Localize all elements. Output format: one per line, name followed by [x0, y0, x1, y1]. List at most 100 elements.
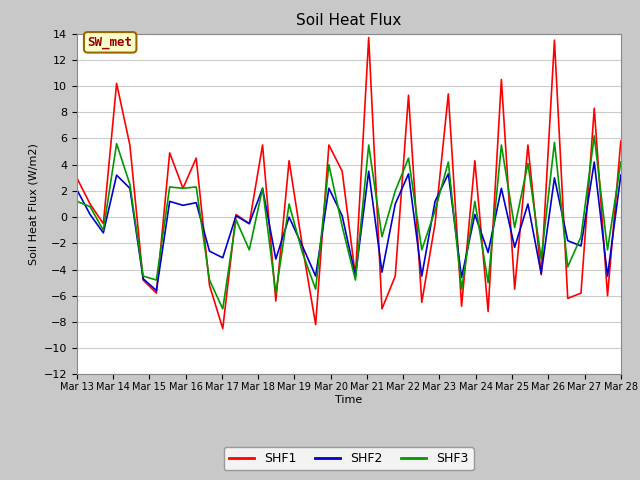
SHF1	[604, 293, 611, 299]
SHF3	[564, 264, 572, 270]
SHF2	[471, 212, 479, 217]
SHF3	[550, 140, 558, 145]
SHF2	[484, 250, 492, 255]
SHF1	[431, 221, 439, 227]
SHF2	[179, 203, 187, 208]
SHF2	[259, 185, 266, 191]
Legend: SHF1, SHF2, SHF3: SHF1, SHF2, SHF3	[224, 447, 474, 470]
SHF1	[484, 309, 492, 314]
SHF3	[205, 277, 213, 283]
SHF1	[577, 290, 585, 296]
Title: Soil Heat Flux: Soil Heat Flux	[296, 13, 401, 28]
SHF1	[458, 303, 465, 309]
SHF2	[339, 213, 346, 219]
Text: SW_met: SW_met	[88, 36, 132, 49]
SHF1	[538, 272, 545, 277]
SHF2	[617, 172, 625, 178]
SHF2	[246, 221, 253, 227]
SHF3	[538, 256, 545, 262]
SHF3	[193, 184, 200, 190]
SHF3	[458, 286, 465, 292]
SHF3	[298, 250, 306, 255]
SHF1	[351, 273, 359, 279]
SHF3	[73, 199, 81, 204]
SHF2	[272, 256, 280, 262]
SHF1	[152, 290, 160, 296]
SHF3	[577, 234, 585, 240]
SHF1	[325, 142, 333, 148]
SHF3	[392, 188, 399, 194]
SHF1	[166, 150, 173, 156]
SHF3	[524, 160, 532, 166]
SHF1	[392, 273, 399, 279]
SHF1	[511, 286, 518, 292]
SHF1	[524, 142, 532, 148]
SHF3	[246, 247, 253, 253]
SHF1	[285, 158, 293, 164]
SHF2	[392, 201, 399, 207]
SHF1	[404, 92, 412, 98]
SHF2	[298, 243, 306, 249]
SHF2	[166, 199, 173, 204]
SHF2	[431, 199, 439, 204]
SHF1	[471, 158, 479, 164]
SHF1	[312, 322, 319, 327]
SHF1	[418, 300, 426, 305]
SHF3	[272, 290, 280, 296]
SHF2	[577, 243, 585, 249]
Line: SHF3: SHF3	[77, 136, 621, 309]
SHF2	[99, 230, 107, 236]
SHF2	[418, 273, 426, 279]
SHF2	[152, 288, 160, 293]
SHF3	[378, 234, 386, 240]
SHF2	[219, 255, 227, 261]
SHF2	[538, 271, 545, 276]
SHF1	[550, 37, 558, 43]
SHF2	[604, 273, 611, 279]
SHF3	[604, 247, 611, 253]
SHF3	[166, 184, 173, 190]
SHF3	[617, 159, 625, 165]
SHF3	[351, 277, 359, 283]
SHF2	[232, 213, 240, 219]
SHF2	[458, 275, 465, 280]
SHF1	[365, 35, 372, 40]
SHF2	[564, 238, 572, 243]
SHF1	[73, 175, 81, 180]
SHF3	[418, 247, 426, 253]
SHF1	[497, 77, 505, 83]
SHF1	[272, 298, 280, 304]
SHF1	[113, 81, 120, 86]
SHF3	[232, 217, 240, 223]
SHF2	[193, 200, 200, 205]
SHF2	[444, 171, 452, 177]
SHF2	[73, 187, 81, 192]
SHF3	[511, 225, 518, 230]
SHF2	[497, 185, 505, 191]
SHF1	[246, 221, 253, 227]
Line: SHF2: SHF2	[77, 162, 621, 290]
SHF2	[126, 185, 134, 191]
SHF3	[285, 201, 293, 207]
Y-axis label: Soil Heat Flux (W/m2): Soil Heat Flux (W/m2)	[28, 143, 38, 265]
SHF2	[378, 269, 386, 275]
SHF3	[140, 273, 147, 279]
SHF1	[259, 142, 266, 148]
SHF1	[126, 142, 134, 148]
SHF1	[205, 282, 213, 288]
SHF3	[404, 155, 412, 161]
SHF3	[259, 185, 266, 191]
SHF3	[312, 286, 319, 292]
SHF3	[444, 159, 452, 165]
SHF1	[140, 277, 147, 283]
SHF3	[339, 223, 346, 229]
SHF3	[219, 306, 227, 312]
SHF3	[484, 280, 492, 286]
SHF1	[378, 306, 386, 312]
SHF3	[152, 277, 160, 283]
SHF1	[591, 106, 598, 111]
SHF3	[431, 208, 439, 214]
SHF2	[325, 185, 333, 191]
SHF1	[179, 185, 187, 191]
SHF3	[591, 133, 598, 139]
